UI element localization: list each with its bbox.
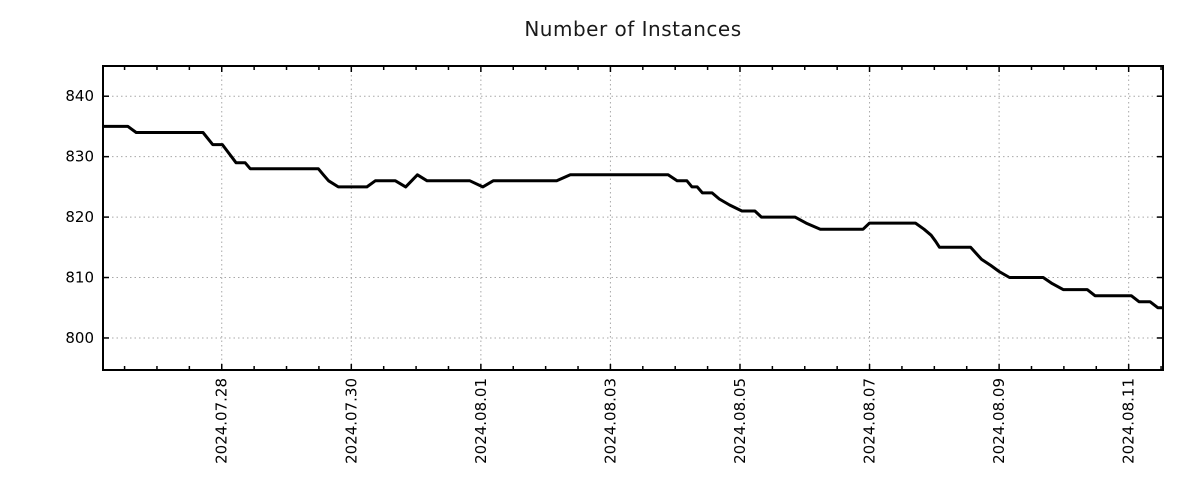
x-tick-label: 2024.08.09 bbox=[990, 378, 1008, 464]
x-tick-label: 2024.08.01 bbox=[472, 378, 490, 464]
x-tick-label: 2024.07.28 bbox=[213, 378, 231, 464]
series-line bbox=[103, 124, 1163, 310]
y-tick-label: 810 bbox=[65, 269, 94, 287]
x-tick-label: 2024.07.30 bbox=[342, 378, 360, 464]
y-tick-label: 840 bbox=[65, 87, 94, 105]
grid-group bbox=[103, 66, 1163, 370]
x-tick-labels: 2024.07.28 2024.07.30 2024.08.01 2024.08.03… bbox=[213, 378, 1138, 464]
chart-title: Number of Instances bbox=[524, 17, 742, 41]
x-tick-label: 2024.08.07 bbox=[861, 378, 879, 464]
x-tick-label: 2024.08.11 bbox=[1120, 378, 1138, 464]
x-tick-label: 2024.08.03 bbox=[601, 378, 619, 464]
x-tick-label: 2024.08.05 bbox=[731, 378, 749, 464]
tick-group bbox=[103, 66, 1163, 370]
y-tick-labels: 800 810 820 830 840 bbox=[65, 87, 94, 347]
y-tick-label: 820 bbox=[65, 208, 94, 226]
plot-border bbox=[102, 65, 1164, 371]
y-tick-label: 800 bbox=[65, 329, 94, 347]
y-tick-label: 830 bbox=[65, 148, 94, 166]
data-series bbox=[103, 124, 1163, 310]
